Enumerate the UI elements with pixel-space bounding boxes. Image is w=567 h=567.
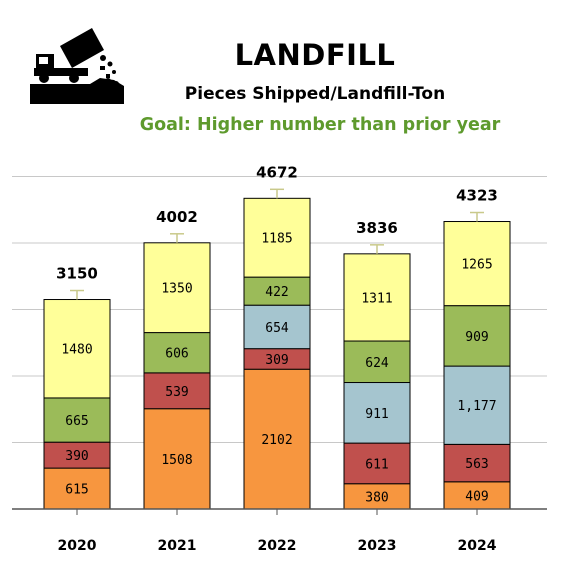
segment-value-label: 563 [465,457,488,472]
bar-total-label: 3836 [356,219,398,237]
bar-segment-yellow [343,253,411,342]
x-tick-label: 2020 [58,538,97,554]
segment-value-label: 1,177 [457,399,496,414]
bar-segment-green [43,397,111,443]
segment-value-label: 1508 [161,453,192,468]
bar-segment-green [243,276,311,306]
segment-value-label: 1350 [161,282,192,297]
chart-subtitle: Pieces Shipped/Landfill-Ton [184,84,446,104]
bar-segment-blue [443,365,511,445]
segment-value-label: 409 [465,489,488,504]
bar-segment-green [443,305,511,367]
bar-segment-red [43,441,111,469]
bar-segment-blue [243,304,311,350]
segment-value-label: 909 [465,330,488,345]
segment-value-label: 1311 [361,291,392,306]
chart-title: LANDFILL [234,38,396,72]
segment-value-label: 911 [365,407,388,422]
x-tick-label: 2023 [358,538,397,554]
segment-value-label: 309 [265,353,288,368]
chart-header: LANDFILL Pieces Shipped/Landfill-Ton Goa… [0,0,567,150]
segment-value-label: 665 [65,414,88,429]
bar-segment-orange [43,467,111,510]
bar-segment-green [143,332,211,374]
bar-segment-red [343,442,411,485]
segment-value-label: 422 [265,285,288,300]
bar-total-label: 4323 [456,187,498,205]
segment-value-label: 1265 [461,258,492,273]
segment-value-label: 615 [65,483,88,498]
segment-value-label: 539 [165,385,188,400]
bar-segment-yellow [143,242,211,334]
segment-value-label: 611 [365,457,388,472]
bar-segment-orange [443,481,511,510]
bar-total-label: 3150 [56,265,98,283]
bar-total-label: 4672 [256,163,298,181]
bar-segment-red [143,372,211,410]
bar-total-label: 4002 [156,208,198,226]
segment-value-label: 624 [365,356,389,371]
x-tick-label: 2022 [258,538,297,554]
segment-value-label: 390 [65,449,88,464]
segment-value-label: 654 [265,321,289,336]
x-tick-label: 2021 [158,538,197,554]
segment-value-label: 1480 [61,343,92,358]
bar-segment-orange [343,483,411,510]
bar-segment-yellow [243,197,311,278]
goal-text: Goal: Higher number than prior year [139,115,501,135]
bar-segment-yellow [43,299,111,399]
bar-segment-orange [143,408,211,510]
bar-segment-orange [243,368,311,510]
segment-value-label: 2102 [261,433,292,448]
segment-value-label: 1185 [261,232,292,247]
bar-segment-red [443,443,511,483]
dump-truck-icon [30,26,128,104]
segment-value-label: 380 [365,490,388,505]
segment-value-label: 606 [165,347,188,362]
bar-segment-blue [343,382,411,444]
x-tick-label: 2024 [458,538,497,554]
